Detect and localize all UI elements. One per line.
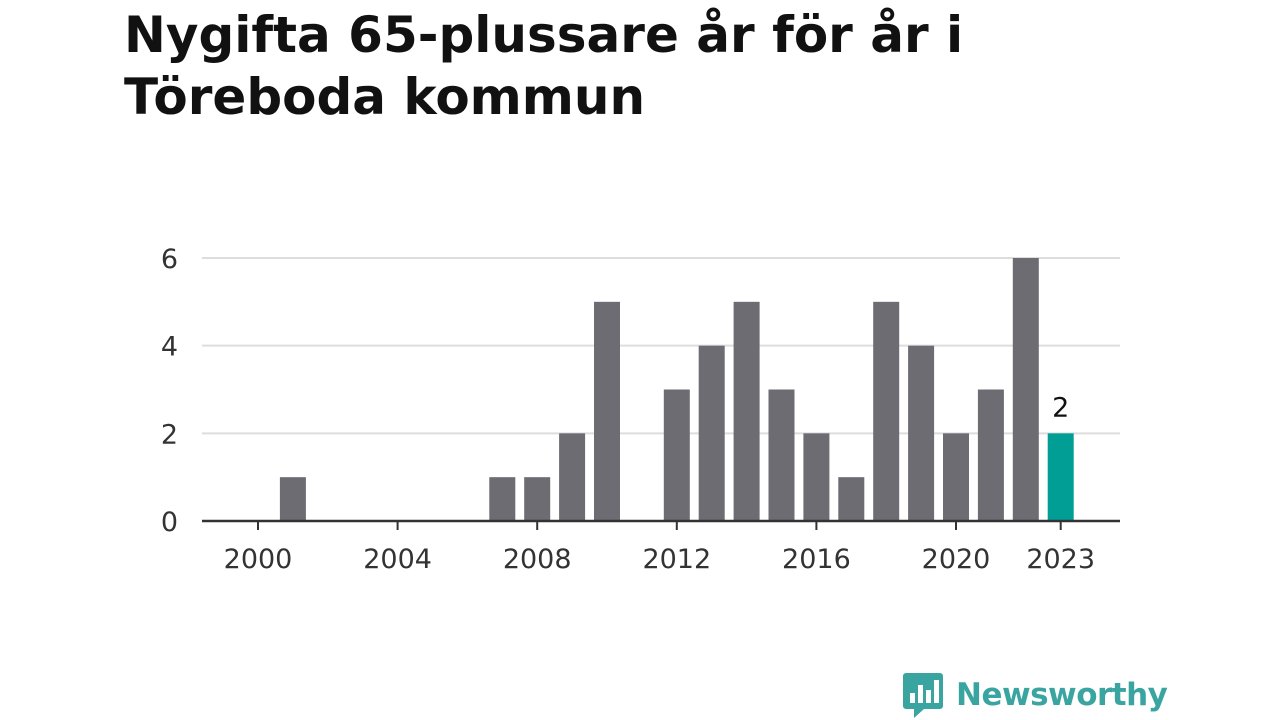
y-tick-label: 6	[161, 244, 178, 275]
bar-2007	[489, 477, 516, 521]
bar-2019	[908, 345, 935, 521]
x-tick-label: 2020	[922, 544, 991, 575]
x-tick-label: 2016	[782, 544, 851, 575]
x-tick-label: 2000	[224, 544, 293, 575]
y-tick-label: 2	[161, 419, 178, 450]
bar-2023	[1047, 433, 1074, 521]
bar-2010	[594, 301, 620, 521]
x-tick-label: 2008	[503, 544, 572, 575]
bar-2015	[768, 389, 795, 521]
brand-logo: Newsworthy	[902, 670, 1168, 720]
axes	[202, 519, 1120, 530]
labels: 0 2 4 6 2 2000 2004 2008 2012 2016 2020 2023	[161, 244, 1095, 575]
bar-2008	[524, 477, 551, 521]
bar-2009	[559, 433, 586, 521]
bar-2022	[1012, 258, 1039, 521]
bar-2001	[279, 477, 306, 521]
x-tick-label: 2023	[1026, 544, 1095, 575]
bar-chart: 0 2 4 6 2 2000 2004 2008 2012 2016 2020 2023	[161, 244, 1120, 575]
bar-chart-speech-bubble-icon	[903, 673, 943, 718]
highlight-data-label: 2	[1052, 392, 1069, 423]
bar-2013	[698, 345, 725, 521]
bar-2018	[873, 301, 900, 521]
y-tick-label: 4	[161, 332, 178, 363]
bar-2017	[838, 477, 865, 521]
y-tick-label: 0	[161, 507, 178, 538]
brand-name: Newsworthy	[956, 677, 1168, 713]
bars	[279, 258, 1074, 521]
chart-title: Nygifta 65-plussare år för år i Töreboda…	[124, 6, 964, 126]
bar-2014	[733, 301, 760, 521]
bar-2016	[803, 433, 830, 521]
x-tick-label: 2004	[363, 544, 432, 575]
bar-2021	[977, 389, 1004, 521]
bar-2012	[663, 389, 690, 521]
x-tick-label: 2012	[642, 544, 711, 575]
bar-2020	[943, 433, 969, 521]
